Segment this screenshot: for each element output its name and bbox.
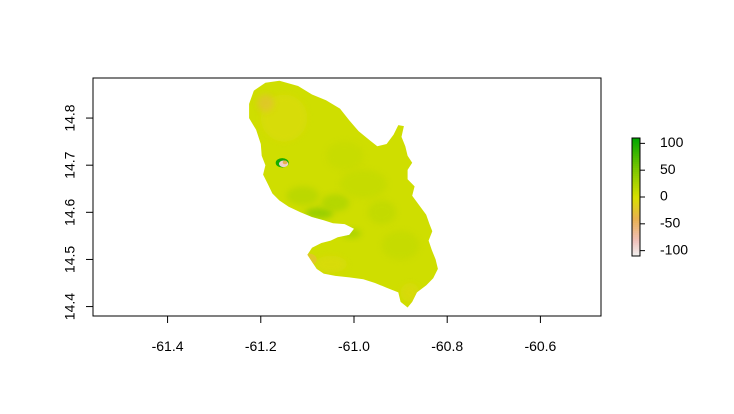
- y-tick-label: 14.5: [62, 246, 78, 273]
- raster-patch: [302, 253, 317, 266]
- y-tick-label: 14.7: [62, 151, 78, 178]
- legend-swatch: [632, 193, 640, 196]
- legend-swatch: [632, 159, 640, 163]
- legend-swatch: [632, 173, 640, 176]
- legend-swatch: [632, 187, 640, 190]
- raster-patch: [282, 160, 288, 165]
- legend-swatch: [632, 238, 640, 241]
- raster-patch: [314, 255, 347, 273]
- legend-tick-label: 50: [660, 161, 676, 177]
- legend-swatch: [632, 175, 640, 178]
- legend-swatch: [632, 210, 640, 214]
- legend-tick-label: 0: [660, 188, 668, 204]
- legend-swatch: [632, 232, 640, 235]
- legend-swatch: [632, 143, 640, 147]
- legend-swatch: [632, 145, 640, 149]
- legend-swatch: [632, 167, 640, 170]
- raster-patch: [257, 94, 274, 112]
- legend-swatch: [632, 240, 640, 243]
- legend-swatch: [632, 169, 640, 172]
- x-tick-label: -60.8: [431, 338, 463, 354]
- legend-swatch: [632, 161, 640, 165]
- legend-swatch: [632, 147, 640, 151]
- raster-patch: [305, 207, 334, 219]
- x-axis: -61.4 -61.2 -61.0 -60.8 -60.6: [152, 315, 557, 354]
- legend-swatch: [632, 183, 640, 186]
- legend-swatch: [632, 195, 640, 198]
- legend-swatch: [632, 244, 640, 247]
- legend-swatch: [632, 234, 640, 237]
- legend-swatch: [632, 141, 640, 145]
- legend-tick-label: 100: [660, 134, 684, 150]
- legend-swatch: [632, 157, 640, 161]
- legend-swatch: [632, 220, 640, 224]
- legend-swatch: [632, 222, 640, 226]
- legend-swatch: [632, 189, 640, 192]
- legend-swatch: [632, 185, 640, 188]
- legend-swatch: [632, 254, 640, 257]
- legend-swatch: [632, 139, 640, 143]
- legend-swatch: [632, 163, 640, 167]
- color-legend: 100 50 0 -50 -100: [631, 134, 688, 257]
- legend-swatch: [632, 226, 640, 229]
- legend-tick-label: -50: [660, 215, 680, 231]
- y-tick-label: 14.6: [62, 198, 78, 225]
- x-tick-label: -61.0: [338, 338, 370, 354]
- legend-swatch: [632, 242, 640, 245]
- legend-swatch: [632, 202, 640, 206]
- raster-patch: [381, 231, 420, 260]
- x-tick-label: -60.6: [524, 338, 556, 354]
- raster-patch: [340, 169, 387, 199]
- legend-swatch: [632, 204, 640, 208]
- legend-swatch: [632, 208, 640, 212]
- legend-tick-label: -100: [660, 241, 688, 257]
- legend-swatch: [632, 171, 640, 174]
- legend-swatch: [632, 177, 640, 180]
- legend-swatch: [632, 250, 640, 253]
- x-tick-label: -61.2: [245, 338, 277, 354]
- legend-swatch: [632, 200, 640, 204]
- legend-swatch: [632, 138, 640, 141]
- y-tick-label: 14.8: [62, 104, 78, 131]
- raster-patch: [286, 186, 320, 206]
- legend-swatch: [632, 191, 640, 194]
- y-tick-label: 14.4: [62, 293, 78, 320]
- legend-swatch: [632, 216, 640, 220]
- legend-swatch: [632, 206, 640, 210]
- raster-patch: [367, 200, 396, 225]
- legend-swatch: [632, 248, 640, 251]
- legend-swatch: [632, 153, 640, 157]
- legend-swatch: [632, 214, 640, 218]
- legend-swatch: [632, 228, 640, 231]
- raster-patch: [321, 194, 350, 212]
- legend-swatch: [632, 198, 640, 202]
- legend-swatch: [632, 149, 640, 153]
- legend-swatch: [632, 179, 640, 182]
- raster-patch: [400, 283, 420, 302]
- legend-swatch: [632, 236, 640, 239]
- raster-patch: [342, 228, 361, 239]
- legend-swatch: [632, 165, 640, 168]
- y-axis: 14.4 14.5 14.6 14.7 14.8: [62, 104, 94, 320]
- legend-swatch: [632, 224, 640, 227]
- legend-swatch: [632, 155, 640, 159]
- legend-swatch: [632, 197, 640, 200]
- legend-swatch: [632, 218, 640, 222]
- legend-swatch: [632, 246, 640, 249]
- x-tick-label: -61.4: [152, 338, 184, 354]
- legend-swatch: [632, 212, 640, 216]
- raster-patch: [326, 141, 364, 170]
- legend-swatch: [632, 181, 640, 184]
- raster-map-layer: [249, 80, 438, 308]
- legend-swatch: [632, 252, 640, 255]
- legend-swatch: [632, 151, 640, 155]
- legend-swatch: [632, 230, 640, 233]
